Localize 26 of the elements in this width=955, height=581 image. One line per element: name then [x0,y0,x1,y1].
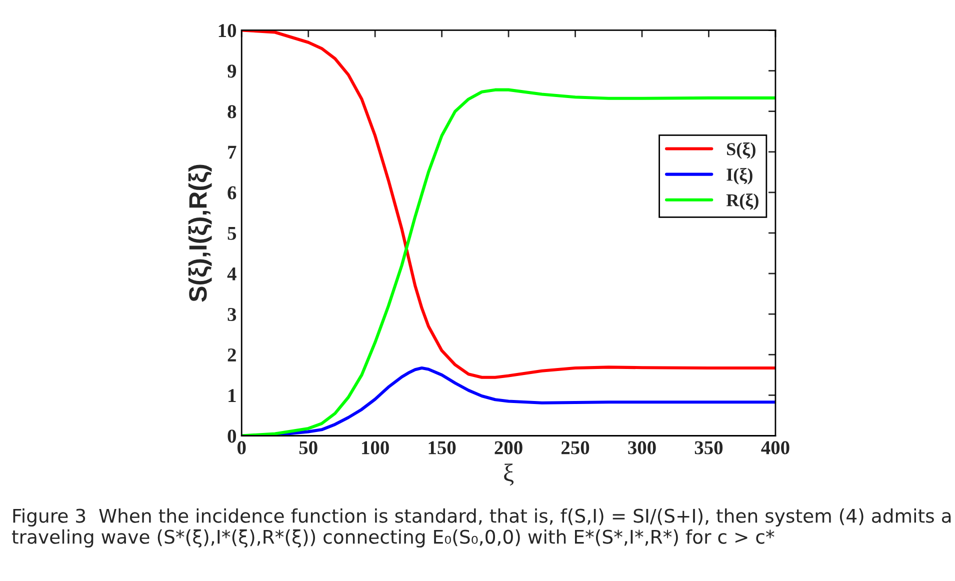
y-tick-label: 1 [228,389,236,402]
y-tick-label: 6 [228,186,236,200]
x-tick-label: 100 [362,441,389,454]
x-tick-label: 350 [694,441,723,454]
y-tick-label: 3 [228,308,236,322]
y-tick-label: 7 [228,146,236,159]
y-tick-label: 5 [228,226,236,240]
y-tick-label: 8 [228,105,236,118]
y-tick-label: 0 [228,430,236,443]
x-tick-label: 400 [761,441,790,454]
legend-label: R(ξ) [726,193,758,210]
y-tick-label: 10 [218,24,236,38]
x-axis-title: ξ [504,464,514,486]
caption: Figure 3 When the incidence function is standard, that is, f(S,I) = SI/(S+I), then system (4) admits a traveling wave (S*(ξ),I*(ξ),R*(ξ)) connecting E₀(S₀,0,0) with E*(S*,I*,R*) for c > c* [12,508,951,548]
legend-label: S(ξ) [727,142,756,159]
x-tick-label: 0 [237,441,246,454]
x-tick-label: 200 [494,441,522,454]
x-tick-label: 250 [562,441,590,454]
x-tick-label: 50 [299,441,318,454]
legend-label: I(ξ) [726,168,752,184]
x-tick-label: 150 [428,441,456,454]
y-tick-label: 9 [228,64,236,78]
x-tick-label: 300 [628,441,656,454]
y-axis-title: S(ξ),I(ξ),R(ξ) [188,164,212,302]
y-tick-label: 2 [228,348,236,362]
y-tick-label: 4 [227,267,236,280]
